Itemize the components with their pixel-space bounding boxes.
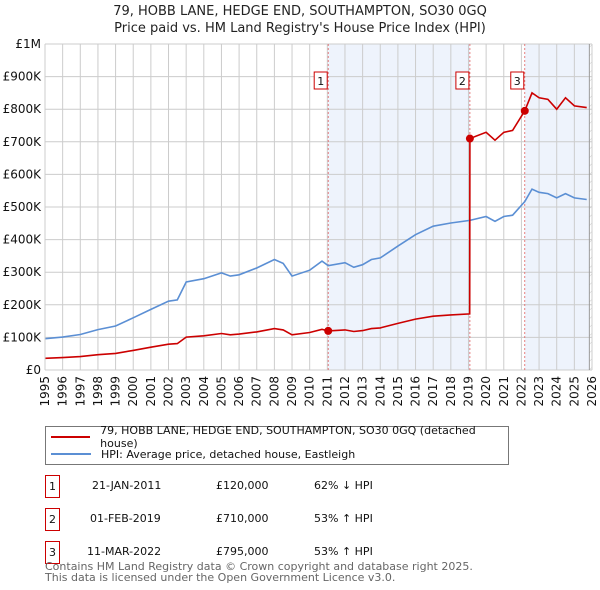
y-tick-label: £0 <box>26 363 41 377</box>
price-chart: 1995 1996 1997 1998 1999 2000 2001 2002 2003 2004… <box>3 37 599 407</box>
y-tick-label: £700K <box>3 135 43 149</box>
x-tick-label: 2001 <box>144 376 158 407</box>
y-tick-label: £900K <box>3 70 43 84</box>
sale-point <box>465 134 474 143</box>
transaction-price: £120,000 <box>216 479 269 492</box>
transaction-marker: 1 <box>45 475 60 498</box>
x-tick-label: 1996 <box>56 376 70 407</box>
transaction-change: 53% ↑ HPI <box>314 545 373 558</box>
x-tick-label: 2012 <box>338 376 352 407</box>
sale-label-box <box>455 71 470 90</box>
transaction-date: 21-JAN-2011 <box>92 479 162 492</box>
y-tick-label: £100K <box>3 330 43 344</box>
x-tick-label: 2006 <box>232 376 246 407</box>
sale-label-text: 2 <box>459 75 466 88</box>
sale-label-1: 1 <box>313 71 328 90</box>
footer-copyright: Contains HM Land Registry data © Crown c… <box>45 560 473 573</box>
x-tick-label: 2005 <box>214 376 228 407</box>
x-tick-label: 2020 <box>479 376 493 407</box>
sale-label-3: 3 <box>510 71 525 90</box>
sale-point <box>520 106 529 115</box>
sale-label-text: 1 <box>317 75 324 88</box>
transaction-row: 1 21-JAN-2011 £120,000 62% ↓ HPI <box>45 475 445 498</box>
x-tick-label: 2024 <box>550 376 564 407</box>
transaction-change: 53% ↑ HPI <box>314 512 373 525</box>
x-tick-label: 2002 <box>162 376 176 407</box>
x-tick-label: 2004 <box>197 376 211 407</box>
chart-subtitle: Price paid vs. HM Land Registry's House … <box>114 21 486 36</box>
transaction-row: 3 11-MAR-2022 £795,000 53% ↑ HPI <box>45 541 445 564</box>
transaction-marker: 2 <box>45 508 60 531</box>
x-tick-label: 2003 <box>179 376 193 407</box>
sale-label-text: 3 <box>514 75 521 88</box>
x-tick-label: 2000 <box>126 376 140 407</box>
legend-item-hpi: HPI: Average price, detached house, East… <box>51 446 355 462</box>
sale-label-2: 2 <box>455 71 470 90</box>
legend-item-property: 79, HOBB LANE, HEDGE END, SOUTHAMPTON, S… <box>51 424 508 450</box>
x-tick-label: 1997 <box>73 376 87 407</box>
property-price-line <box>44 91 587 360</box>
y-tick-label: £400K <box>3 233 43 247</box>
x-tick-label: 2021 <box>497 376 511 407</box>
x-tick-label: 2018 <box>444 376 458 407</box>
x-tick-label: 1995 <box>38 376 52 407</box>
legend: 79, HOBB LANE, HEDGE END, SOUTHAMPTON, S… <box>45 424 509 465</box>
footer-licence: This data is licensed under the Open Gov… <box>45 571 396 584</box>
x-tick-label: 2016 <box>409 376 423 407</box>
y-tick-label: £800K <box>3 102 43 116</box>
sale-label-box <box>313 71 328 90</box>
transaction-price: £795,000 <box>216 545 269 558</box>
x-tick-label: 2025 <box>567 376 581 407</box>
legend-swatch-red <box>51 436 91 438</box>
transaction-marker: 3 <box>45 541 60 564</box>
x-tick-label: 2023 <box>532 376 546 407</box>
y-tick-label: £600K <box>3 167 43 181</box>
x-tick-label: 2019 <box>461 376 475 407</box>
x-tick-label: 2008 <box>267 376 281 407</box>
y-tick-label: £200K <box>3 298 43 312</box>
x-tick-label: 2010 <box>303 376 317 407</box>
y-tick-label: £300K <box>3 265 43 279</box>
transaction-date: 01-FEB-2019 <box>90 512 161 525</box>
transaction-change: 62% ↓ HPI <box>314 479 373 492</box>
x-tick-label: 2022 <box>514 376 528 407</box>
legend-label: HPI: Average price, detached house, East… <box>101 447 356 461</box>
x-tick-label: 2017 <box>426 376 440 407</box>
x-tick-label: 2009 <box>285 376 299 407</box>
x-tick-label: 2013 <box>356 376 370 407</box>
chart-title: 79, HOBB LANE, HEDGE END, SOUTHAMPTON, S… <box>113 4 487 19</box>
sale-point <box>324 326 333 335</box>
y-tick-label: £500K <box>3 200 43 214</box>
x-tick-label: 1998 <box>91 376 105 407</box>
hpi-line <box>44 188 587 340</box>
legend-label: 79, HOBB LANE, HEDGE END, SOUTHAMPTON, S… <box>100 424 476 450</box>
legend-swatch-blue <box>51 453 91 455</box>
transaction-row: 2 01-FEB-2019 £710,000 53% ↑ HPI <box>45 508 445 531</box>
transaction-price: £710,000 <box>216 512 269 525</box>
x-tick-label: 2014 <box>373 376 387 407</box>
transaction-date: 11-MAR-2022 <box>87 545 162 558</box>
x-tick-label: 2015 <box>391 376 405 407</box>
y-tick-label: £1M <box>15 37 41 51</box>
x-tick-label: 2026 <box>585 376 599 407</box>
x-tick-label: 1999 <box>109 376 123 407</box>
x-tick-label: 2011 <box>320 376 334 407</box>
sale-label-box <box>510 71 525 90</box>
x-tick-label: 2007 <box>250 376 264 407</box>
